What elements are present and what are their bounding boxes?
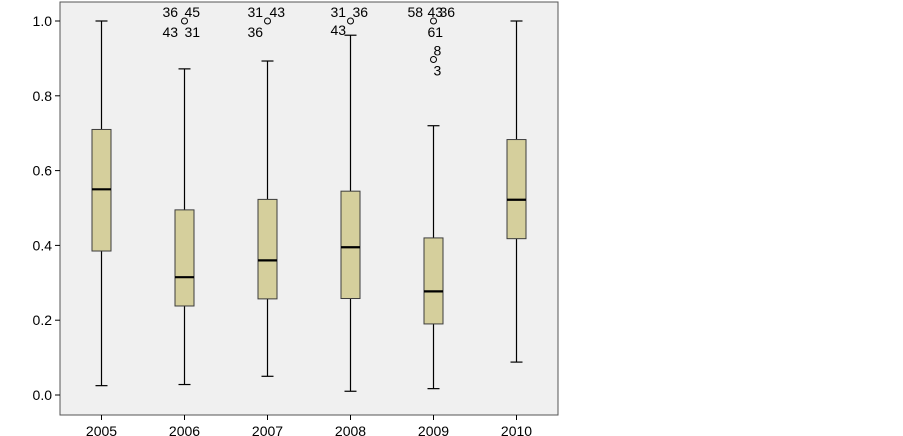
iqr-box [506,139,527,240]
y-axis: 0.0 0.2 0.4 0.6 0.8 1.0 [33,13,60,403]
box-2010 [506,20,527,363]
outlier-label: 36 [440,4,456,20]
x-tick-label: 2005 [86,423,117,436]
iqr-box [340,190,361,300]
box-2006: 36 45 43 31 [163,4,201,386]
box-2005 [91,20,112,387]
outlier-point [430,17,437,25]
outlier-label: 45 [185,4,201,20]
outlier-point [430,56,437,64]
outlier-label: 43 [270,4,286,20]
outlier-label: 36 [248,24,264,40]
outlier-label: 43 [428,4,444,20]
box-2007: 31 43 36 [248,4,286,377]
outlier-label: 43 [163,24,179,40]
outlier-label: 31 [331,4,347,20]
iqr-box [257,198,278,300]
iqr-box [174,209,195,307]
outlier-point [264,17,271,25]
outlier-label: 36 [163,4,179,20]
outlier-label: 36 [353,4,369,20]
iqr-box [423,237,444,325]
outlier-label: 31 [185,24,201,40]
outlier-label: 31 [248,4,264,20]
x-tick-label: 2006 [169,423,200,436]
y-tick-label: 0.6 [33,163,53,179]
outlier-label: 58 [408,4,424,20]
x-axis: 2005 2006 2007 2008 2009 2010 [86,415,532,436]
y-tick-label: 1.0 [33,13,53,29]
y-tick-label: 0.8 [33,88,53,104]
outlier-label: 8 [434,43,442,59]
y-tick-label: 0.2 [33,312,53,328]
outlier-point [347,17,354,25]
x-tick-label: 2007 [252,423,283,436]
y-tick-label: 0.4 [33,237,53,253]
y-tick-label: 0.0 [33,387,53,403]
plot-area [59,1,559,416]
outlier-label: 61 [428,24,444,40]
x-tick-label: 2008 [335,423,366,436]
outlier-label: 43 [331,22,347,38]
x-tick-label: 2010 [501,423,532,436]
outlier-label: 3 [434,63,442,79]
box-2008: 31 36 43 [331,4,369,392]
x-tick-label: 2009 [418,423,449,436]
outlier-point [181,17,188,25]
